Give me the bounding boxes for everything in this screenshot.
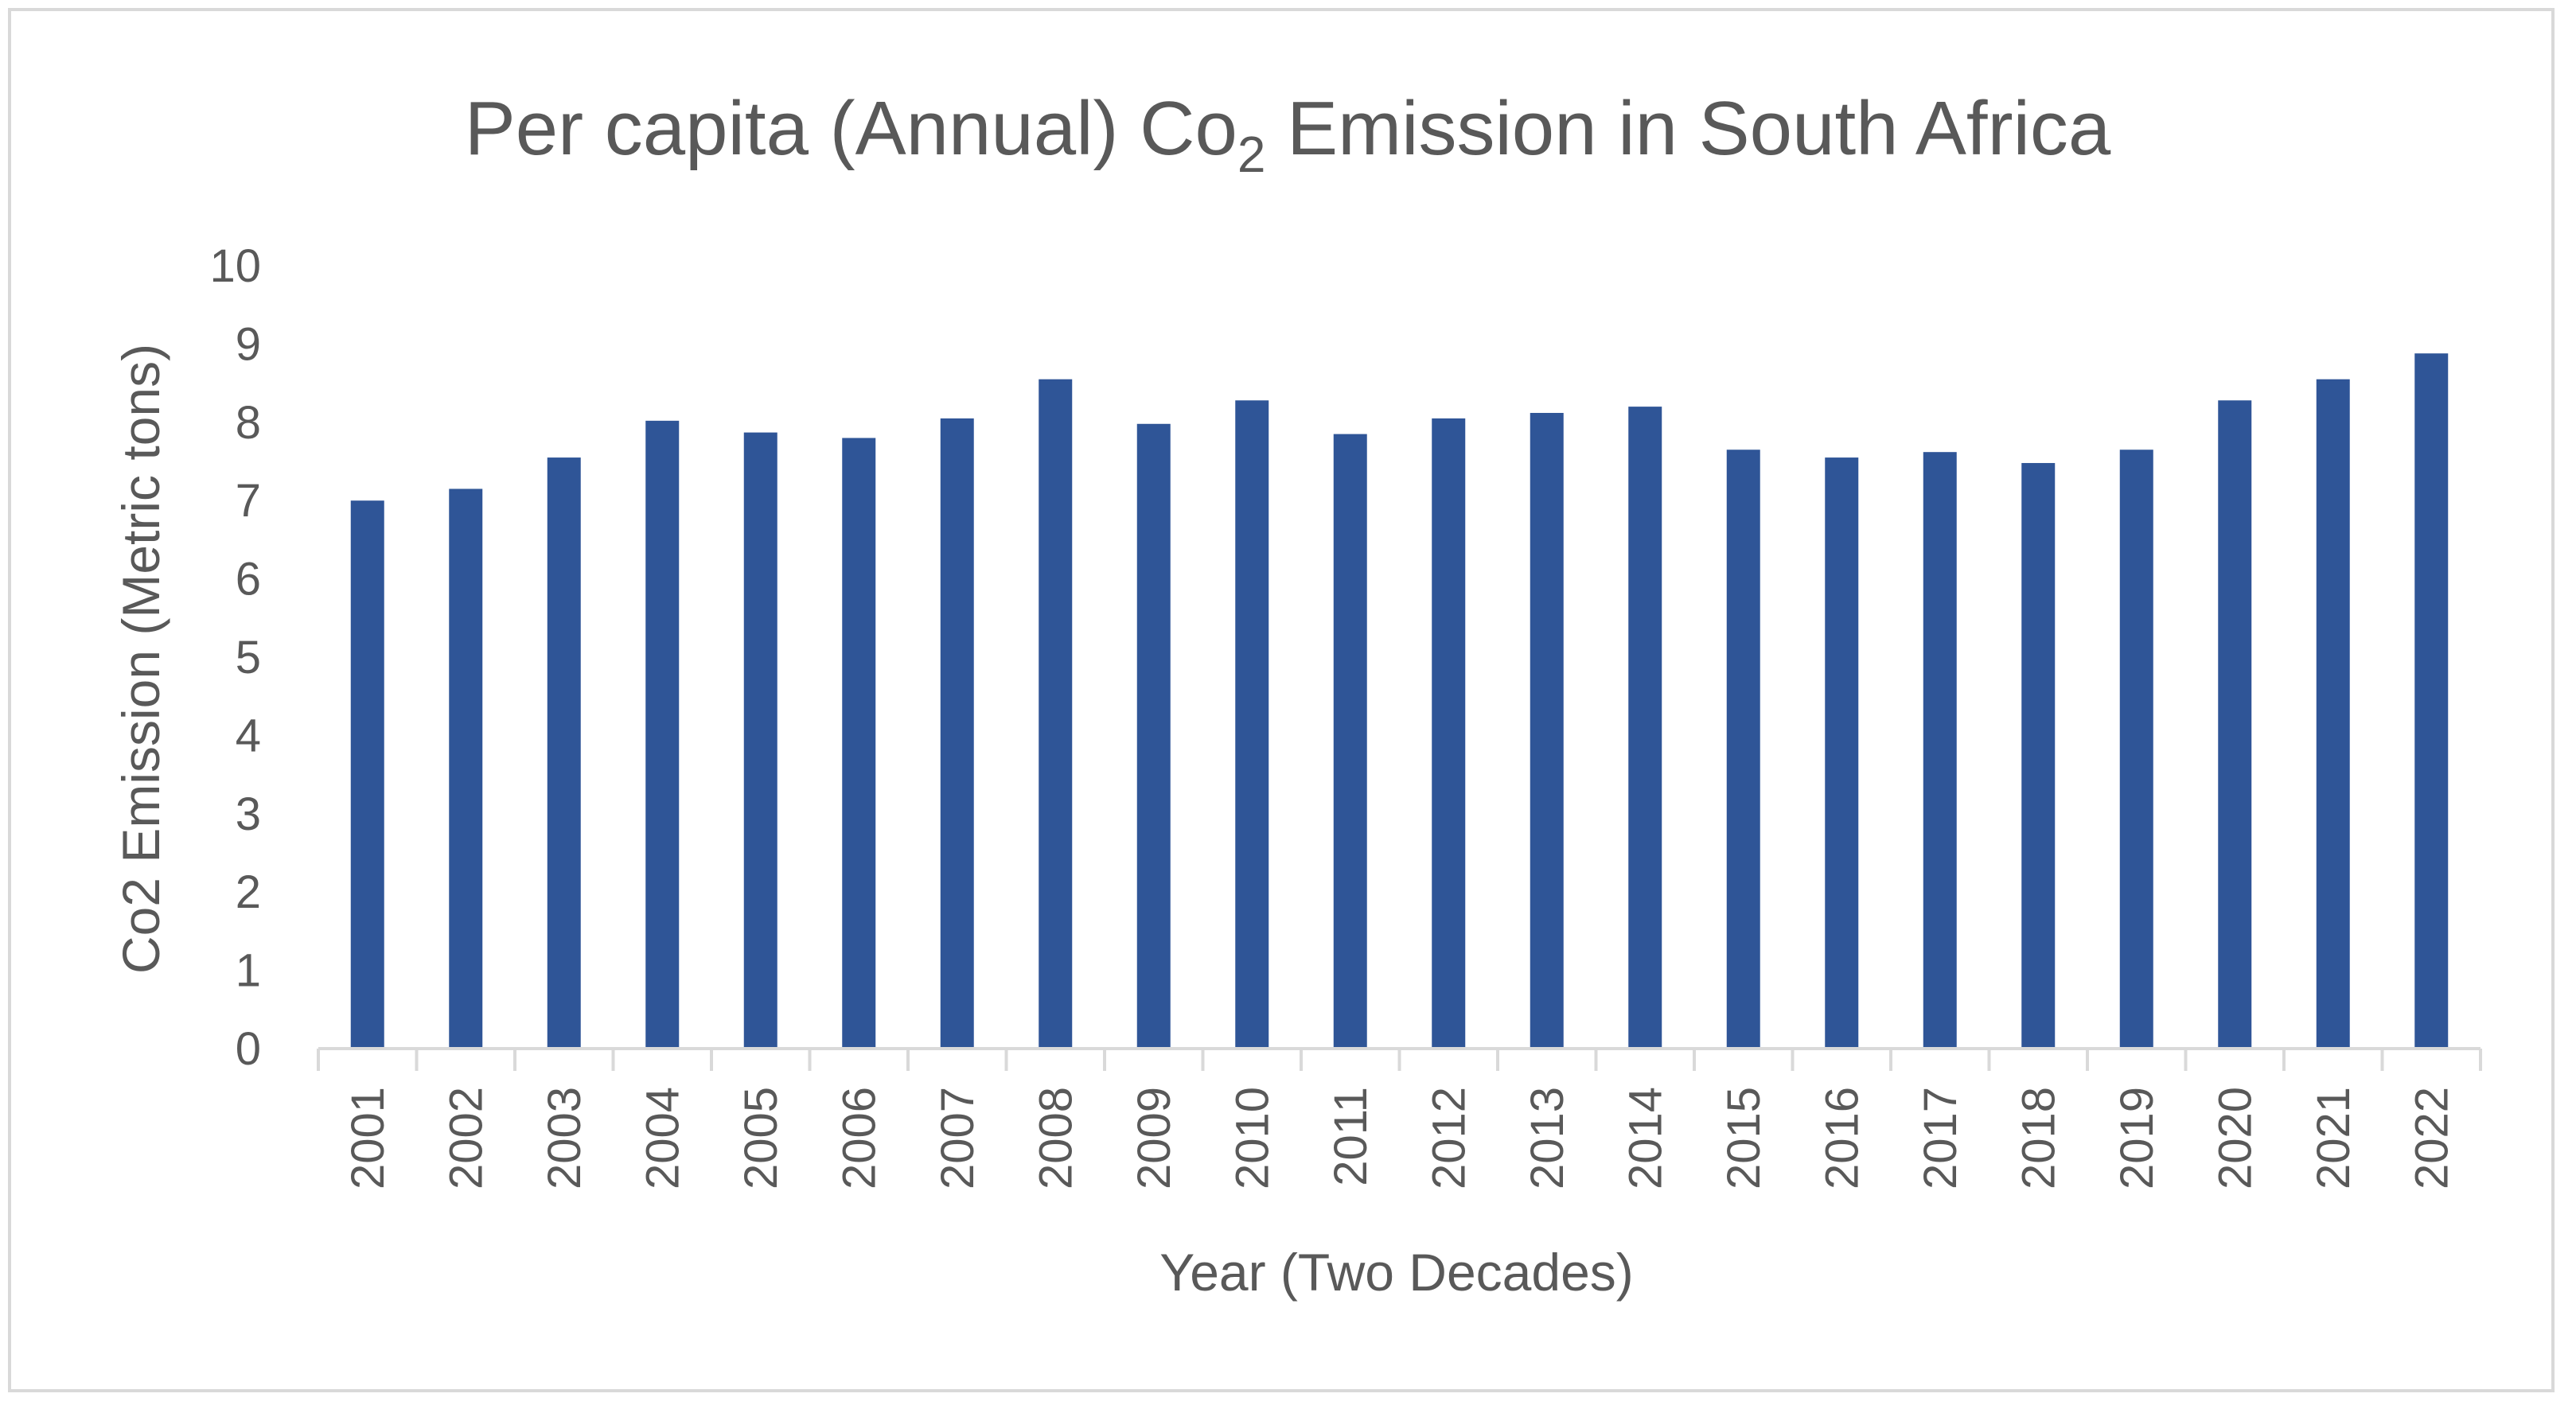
y-tick-label: 9 <box>236 318 261 370</box>
x-axis-title: Year (Two Decades) <box>1159 1243 1634 1302</box>
x-tick-label: 2022 <box>2406 1087 2457 1189</box>
bar-2015 <box>1726 450 1760 1049</box>
bar-2013 <box>1530 412 1564 1049</box>
chart-title: Per capita (Annual) Co2 Emission in Sout… <box>465 86 2111 183</box>
x-axis <box>317 1047 2482 1071</box>
y-tick-label: 8 <box>236 397 261 449</box>
x-tick-label: 2020 <box>2209 1087 2261 1189</box>
x-tick-label: 2017 <box>1915 1087 1966 1189</box>
x-tick-label: 2008 <box>1030 1087 1081 1189</box>
bar-2012 <box>1432 418 1466 1049</box>
y-tick-label: 4 <box>236 710 261 761</box>
chart-title-tail: Emission in South Africa <box>1265 86 2110 171</box>
y-tick-label: 6 <box>236 554 261 605</box>
y-tick-label: 3 <box>236 788 261 840</box>
x-tick-label: 2001 <box>342 1087 394 1189</box>
y-tick-label: 10 <box>209 240 261 292</box>
x-tick-label: 2002 <box>440 1087 492 1189</box>
bar-2005 <box>743 432 777 1049</box>
bar-2011 <box>1333 434 1367 1049</box>
x-tick-label: 2011 <box>1325 1087 1377 1186</box>
bar-2008 <box>1039 379 1073 1049</box>
x-tick-label: 2004 <box>637 1087 688 1189</box>
y-tick-label: 5 <box>236 632 261 683</box>
y-axis-title: Co2 Emission (Metric tons) <box>111 344 170 974</box>
bar-2016 <box>1825 457 1859 1049</box>
bar-2004 <box>645 420 680 1049</box>
x-tick-label: 2021 <box>2308 1087 2360 1189</box>
chart-title-subscript: 2 <box>1237 126 1266 183</box>
bar-2022 <box>2414 353 2449 1049</box>
x-tick-label: 2012 <box>1423 1087 1475 1189</box>
y-tick-label: 2 <box>236 866 261 918</box>
x-tick-label: 2016 <box>1816 1087 1868 1189</box>
x-tick-label: 2006 <box>833 1087 885 1189</box>
bar-2017 <box>1923 452 1957 1049</box>
x-tick-label: 2014 <box>1619 1087 1671 1189</box>
bar-2019 <box>2119 450 2153 1049</box>
y-tick-label: 7 <box>236 475 261 527</box>
bar-2021 <box>2316 379 2350 1049</box>
bar-2007 <box>940 418 974 1049</box>
y-tick-label: 1 <box>236 945 261 997</box>
bar-2018 <box>2021 462 2056 1049</box>
x-tick-label: 2005 <box>735 1087 787 1189</box>
x-tick-label: 2018 <box>2013 1087 2064 1189</box>
bar-2002 <box>449 489 483 1049</box>
x-tick-label: 2013 <box>1522 1087 1573 1189</box>
x-tick-label: 2003 <box>539 1087 590 1189</box>
x-axis-labels: 2001 2002 2003 2004 2005 2006 2007 2008 2009 2010… <box>342 1087 2458 1189</box>
x-tick-label: 2010 <box>1226 1087 1278 1189</box>
bars-group <box>350 353 2449 1049</box>
bar-2003 <box>547 457 581 1049</box>
y-tick-label: 0 <box>236 1023 261 1075</box>
y-axis-ticks: 0 1 2 3 4 5 6 7 8 9 10 <box>209 240 261 1075</box>
chart-title-main: Per capita (Annual) Co <box>465 86 1237 171</box>
x-tick-label: 2007 <box>932 1087 984 1189</box>
bar-2001 <box>350 500 384 1049</box>
x-tick-label: 2015 <box>1718 1087 1770 1189</box>
x-tick-label: 2009 <box>1128 1087 1180 1189</box>
bar-2020 <box>2218 400 2252 1049</box>
x-tick-label: 2019 <box>2111 1087 2163 1189</box>
bar-2014 <box>1628 407 1662 1049</box>
bar-2006 <box>842 438 876 1049</box>
bar-2010 <box>1235 400 1269 1049</box>
bar-2009 <box>1136 423 1171 1049</box>
